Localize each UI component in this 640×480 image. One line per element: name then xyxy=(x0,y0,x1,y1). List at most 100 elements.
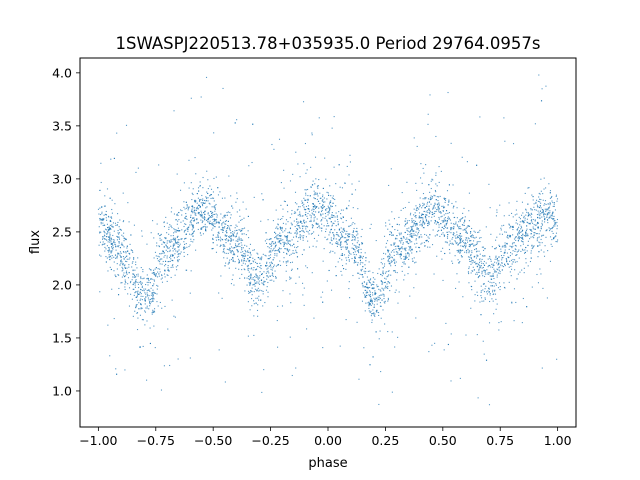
data-point xyxy=(114,244,117,246)
data-point xyxy=(551,239,553,241)
data-point xyxy=(549,210,551,212)
data-point xyxy=(189,221,191,223)
data-point xyxy=(428,209,430,211)
data-point xyxy=(168,240,170,242)
data-point xyxy=(495,298,497,300)
data-point xyxy=(286,236,288,238)
data-point xyxy=(547,209,549,211)
data-point xyxy=(378,268,380,270)
data-point xyxy=(151,311,153,314)
data-point xyxy=(465,231,467,233)
data-point xyxy=(493,271,496,273)
data-point xyxy=(253,261,255,263)
data-point xyxy=(228,236,230,238)
data-point xyxy=(354,239,356,241)
data-point xyxy=(229,217,232,219)
data-point xyxy=(126,267,128,269)
data-point xyxy=(435,210,437,212)
data-point xyxy=(127,202,129,204)
data-point xyxy=(174,239,177,241)
data-point xyxy=(544,213,546,215)
data-point xyxy=(271,262,273,265)
data-point xyxy=(530,216,532,218)
data-point xyxy=(382,288,384,290)
data-point xyxy=(304,199,306,201)
data-point xyxy=(441,205,443,207)
data-point xyxy=(365,260,367,262)
data-point xyxy=(163,252,165,254)
data-point xyxy=(119,228,121,230)
data-point xyxy=(312,225,314,227)
data-point xyxy=(372,313,374,315)
data-point xyxy=(470,272,472,274)
data-point xyxy=(526,306,528,308)
data-point xyxy=(301,235,303,237)
data-point xyxy=(114,274,116,276)
data-point xyxy=(197,187,200,189)
data-point xyxy=(428,351,430,353)
data-point xyxy=(220,213,222,215)
data-point xyxy=(351,183,353,185)
data-point xyxy=(320,220,322,222)
data-point xyxy=(225,242,227,244)
data-point xyxy=(445,213,447,215)
data-point xyxy=(523,272,525,274)
data-point xyxy=(388,249,390,251)
data-point xyxy=(185,212,187,215)
data-point xyxy=(271,143,273,146)
data-point xyxy=(198,200,201,202)
data-point xyxy=(354,223,356,225)
data-point xyxy=(433,273,435,275)
data-point xyxy=(296,228,299,230)
data-point xyxy=(451,228,453,230)
data-point xyxy=(387,281,390,283)
data-point xyxy=(343,227,345,229)
data-point xyxy=(121,234,123,236)
data-point xyxy=(242,254,244,257)
data-point xyxy=(358,180,360,182)
data-point xyxy=(465,334,467,336)
data-point xyxy=(252,249,254,251)
data-point xyxy=(268,272,270,274)
data-point xyxy=(399,234,401,236)
data-point xyxy=(211,214,213,216)
data-point xyxy=(444,224,446,226)
data-point xyxy=(222,227,224,229)
data-point xyxy=(251,267,253,269)
data-point xyxy=(202,202,204,204)
data-point xyxy=(235,246,237,248)
data-point xyxy=(236,249,238,251)
data-point xyxy=(427,241,429,243)
data-point xyxy=(326,191,328,193)
data-point xyxy=(183,247,185,249)
data-point xyxy=(437,200,439,202)
data-point xyxy=(296,246,298,249)
data-point xyxy=(158,275,160,277)
data-point xyxy=(279,241,281,243)
data-point xyxy=(269,243,271,245)
data-point xyxy=(113,240,115,242)
data-point xyxy=(244,263,246,265)
data-point xyxy=(404,220,406,222)
data-point xyxy=(320,210,323,213)
data-point xyxy=(405,253,407,255)
data-point xyxy=(544,200,547,202)
data-point xyxy=(494,290,496,292)
data-point xyxy=(262,253,264,255)
data-point xyxy=(375,331,377,333)
data-point xyxy=(178,211,180,214)
data-point xyxy=(444,219,446,221)
data-point xyxy=(369,290,371,292)
data-point xyxy=(242,201,244,203)
data-point xyxy=(353,253,355,256)
data-point xyxy=(421,213,423,215)
data-point xyxy=(334,220,336,222)
data-point xyxy=(426,214,428,216)
data-point xyxy=(111,251,113,253)
data-point xyxy=(319,197,321,199)
data-point xyxy=(324,201,326,203)
data-point xyxy=(187,254,189,256)
data-point xyxy=(373,306,375,308)
data-point xyxy=(146,307,148,309)
data-point xyxy=(262,284,265,286)
